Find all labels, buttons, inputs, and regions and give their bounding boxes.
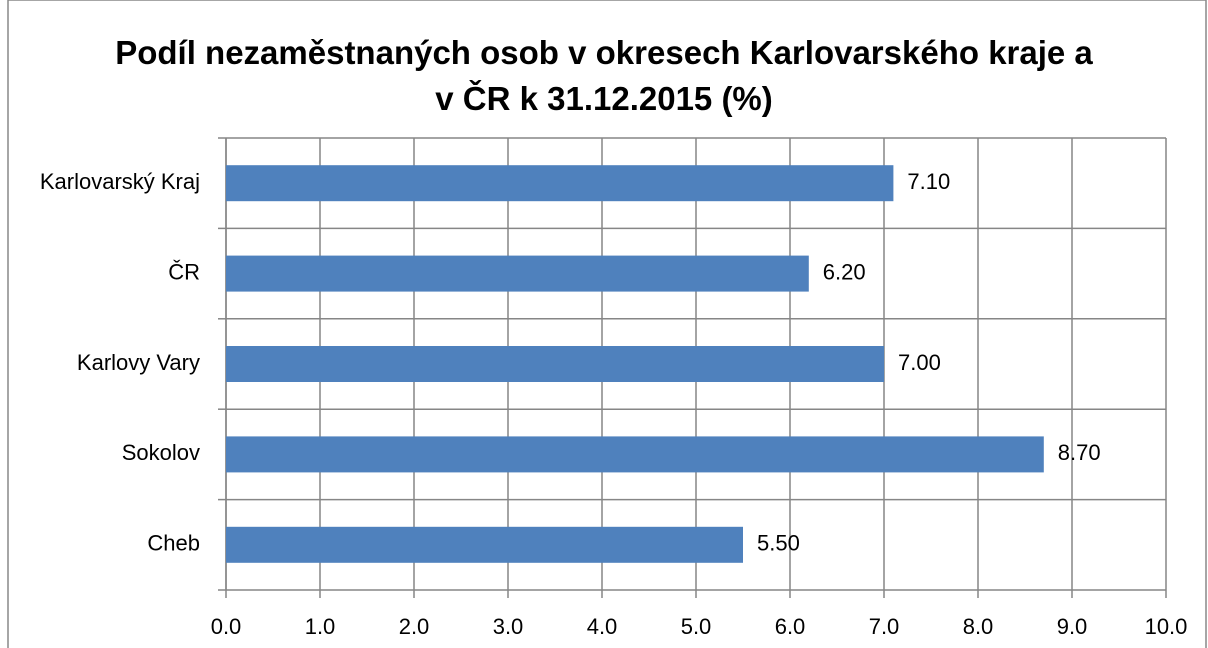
x-tick-label: 2.0 xyxy=(399,614,430,639)
bar xyxy=(226,255,809,292)
y-tick-label: Karlovarský Kraj xyxy=(40,169,200,194)
x-tick-label: 1.0 xyxy=(305,614,336,639)
x-tick-label: 9.0 xyxy=(1057,614,1088,639)
x-tick-label: 8.0 xyxy=(963,614,994,639)
y-tick-label: Karlovy Vary xyxy=(77,350,200,375)
y-tick-label: Cheb xyxy=(147,531,200,556)
x-tick-label: 6.0 xyxy=(775,614,806,639)
chart-title: Podíl nezaměstnaných osob v okresech Kar… xyxy=(115,34,1093,117)
bar xyxy=(226,165,894,202)
y-tick-label: ČR xyxy=(168,259,200,284)
x-tick-label: 10.0 xyxy=(1145,614,1188,639)
chart-frame xyxy=(7,0,1207,648)
y-tick-label: Sokolov xyxy=(122,440,200,465)
x-tick-label: 7.0 xyxy=(869,614,900,639)
value-label: 7.00 xyxy=(898,350,941,375)
x-tick-label: 5.0 xyxy=(681,614,712,639)
value-label: 8.70 xyxy=(1058,440,1101,465)
x-tick-label: 4.0 xyxy=(587,614,618,639)
bar xyxy=(226,526,743,563)
value-label: 5.50 xyxy=(757,531,800,556)
bar xyxy=(226,346,884,382)
value-label: 6.20 xyxy=(823,259,866,284)
x-tick-label: 0.0 xyxy=(211,614,242,639)
x-tick-label: 3.0 xyxy=(493,614,524,639)
value-label: 7.10 xyxy=(907,169,950,194)
bar xyxy=(226,436,1044,473)
